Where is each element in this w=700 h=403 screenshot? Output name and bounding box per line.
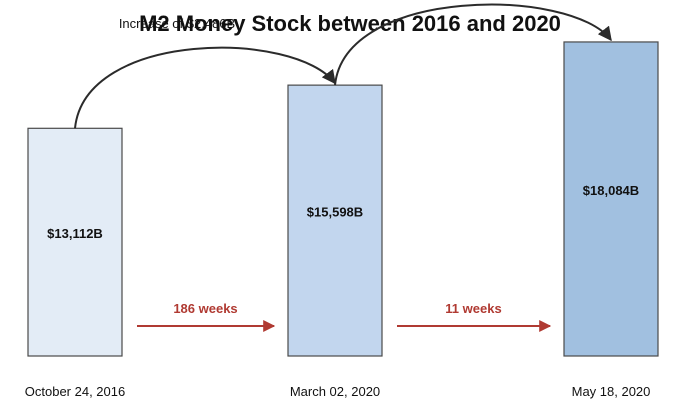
duration-layer: 186 weeks 11 weeks bbox=[137, 301, 552, 332]
bar-group-3: $18,084B bbox=[563, 41, 659, 357]
annotation-layer: Increase of $2,486BIncrease of $2,486B bbox=[74, 3, 612, 129]
bar-2 bbox=[287, 84, 383, 357]
bar-3 bbox=[563, 41, 659, 357]
chart-title: M2 Money Stock between 2016 and 2020 bbox=[139, 11, 561, 36]
bar-value-label-3: $18,084B bbox=[583, 183, 639, 198]
category-label-1: October 24, 2016 bbox=[25, 384, 125, 399]
bar-group-1: $13,112B bbox=[27, 127, 123, 357]
category-label-3: May 18, 2020 bbox=[572, 384, 651, 399]
duration-label-2: 11 weeks bbox=[445, 301, 501, 316]
bar-value-label-2: $15,598B bbox=[307, 205, 363, 220]
category-label-2: March 02, 2020 bbox=[290, 384, 380, 399]
bar-value-label-1: $13,112B bbox=[47, 226, 103, 241]
bars-layer: $13,112B $15,598B $18,084B bbox=[27, 41, 659, 357]
duration-label-1: 186 weeks bbox=[173, 301, 237, 316]
category-layer: October 24, 2016 March 02, 2020 May 18, 20… bbox=[25, 384, 651, 399]
increase-arrow-2 bbox=[334, 3, 612, 86]
increase-label-1: Increase of $2,486B bbox=[119, 16, 235, 31]
bar-1 bbox=[27, 127, 123, 357]
bar-group-2: $15,598B bbox=[287, 84, 383, 357]
increase-arrow-1 bbox=[74, 46, 336, 129]
